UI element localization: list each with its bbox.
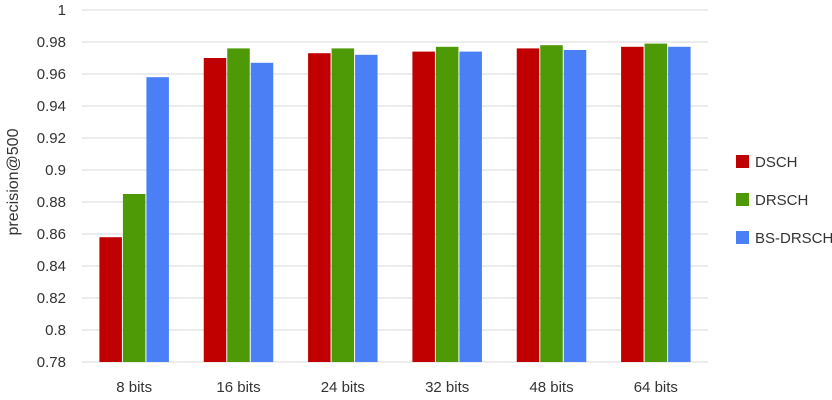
y-axis-title: precision@500 [5, 128, 22, 235]
bar-bs-drsch-0 [146, 77, 169, 362]
y-tick-label: 0.88 [37, 194, 66, 211]
bar-dsch-2 [308, 53, 331, 362]
y-tick-label: 0.9 [45, 162, 66, 179]
y-tick-label: 0.84 [37, 258, 66, 275]
bar-dsch-4 [516, 48, 540, 363]
grid-lines [82, 9, 708, 363]
legend-label-bs-drsch: BS-DRSCH [755, 230, 832, 247]
y-tick-label: 0.86 [37, 226, 66, 243]
x-axis-ticks: 8 bits 16 bits 24 bits 32 bits 48 bits 64 bit… [116, 379, 678, 396]
legend-swatch-drsch [736, 193, 749, 206]
y-tick-label: 0.8 [45, 322, 66, 339]
bar-drsch-2 [331, 48, 355, 363]
bar-drsch-4 [540, 45, 563, 362]
bar-drsch-1 [227, 48, 250, 363]
legend-swatch-dsch [736, 155, 749, 168]
y-tick-label: 1 [58, 2, 66, 19]
bar-bs-drsch-5 [668, 46, 691, 363]
bar-drsch-3 [435, 46, 459, 363]
bar-bs-drsch-4 [563, 50, 587, 362]
y-tick-label: 0.96 [37, 66, 66, 83]
y-tick-label: 0.92 [37, 130, 66, 147]
x-tick-label: 16 bits [216, 379, 260, 396]
y-axis-ticks: 0.78 0.8 0.82 0.84 0.86 0.88 0.9 0.92 0.94 0.96 0.… [37, 2, 66, 371]
bars [99, 43, 691, 363]
x-tick-label: 64 bits [634, 379, 678, 396]
bar-dsch-3 [412, 51, 435, 362]
bar-drsch-5 [644, 43, 668, 362]
bar-bs-drsch-3 [459, 51, 482, 362]
x-tick-label: 24 bits [321, 379, 365, 396]
legend-label-dsch: DSCH [755, 154, 798, 171]
bar-drsch-0 [122, 194, 146, 362]
bar-dsch-1 [203, 58, 227, 362]
x-tick-label: 8 bits [116, 379, 152, 396]
x-tick-label: 48 bits [529, 379, 573, 396]
y-tick-label: 0.98 [37, 34, 66, 51]
bar-bs-drsch-2 [355, 54, 378, 363]
x-tick-label: 32 bits [425, 379, 469, 396]
y-tick-label: 0.82 [37, 290, 66, 307]
bar-bs-drsch-1 [250, 62, 274, 363]
bar-dsch-0 [99, 237, 122, 362]
legend-swatch-bs-drsch [736, 231, 749, 244]
legend-label-drsch: DRSCH [755, 192, 808, 209]
bar-dsch-5 [621, 46, 644, 363]
legend: DSCH DRSCH BS-DRSCH [736, 154, 832, 247]
y-tick-label: 0.78 [37, 354, 66, 371]
y-tick-label: 0.94 [37, 98, 66, 115]
